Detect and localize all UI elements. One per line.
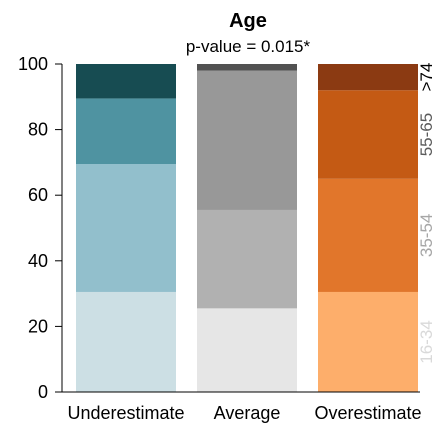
bar-segment-overestimate-2 xyxy=(318,90,418,179)
x-axis-labels: Underestimate Average Overestimate xyxy=(67,403,421,423)
bar-segment-average-1 xyxy=(197,209,297,309)
bar-segment-underestimate-2 xyxy=(76,98,176,165)
bars xyxy=(62,64,420,393)
bar-segment-overestimate-3 xyxy=(318,64,418,91)
bar-segment-underestimate-1 xyxy=(76,164,176,292)
age-group-label: >74 xyxy=(417,63,436,92)
category-label: Underestimate xyxy=(67,403,184,423)
y-tick-label: 40 xyxy=(28,251,48,271)
chart-title: Age xyxy=(229,10,267,32)
y-tick-label: 60 xyxy=(28,185,48,205)
bar-segment-underestimate-0 xyxy=(76,291,176,392)
age-group-labels: 16-34 35-54 55-65 >74 xyxy=(417,63,436,364)
bar-segment-average-0 xyxy=(197,308,297,392)
age-group-label: 35-54 xyxy=(417,214,436,257)
category-label: Average xyxy=(214,403,281,423)
bar-segment-underestimate-3 xyxy=(76,64,176,99)
chart-subtitle: p-value = 0.015* xyxy=(186,37,311,56)
bar-segment-average-3 xyxy=(197,64,297,71)
y-tick-label: 100 xyxy=(18,54,48,74)
y-axis: 0 20 40 60 80 100 xyxy=(18,54,62,402)
age-group-label: 55-65 xyxy=(417,113,436,156)
bar-segment-overestimate-1 xyxy=(318,178,418,292)
y-tick-label: 80 xyxy=(28,120,48,140)
y-tick-label: 0 xyxy=(38,382,48,402)
category-label: Overestimate xyxy=(314,403,421,423)
bar-segment-overestimate-0 xyxy=(318,291,418,392)
age-group-label: 16-34 xyxy=(417,320,436,363)
y-tick-label: 20 xyxy=(28,316,48,336)
bar-segment-average-2 xyxy=(197,70,297,210)
